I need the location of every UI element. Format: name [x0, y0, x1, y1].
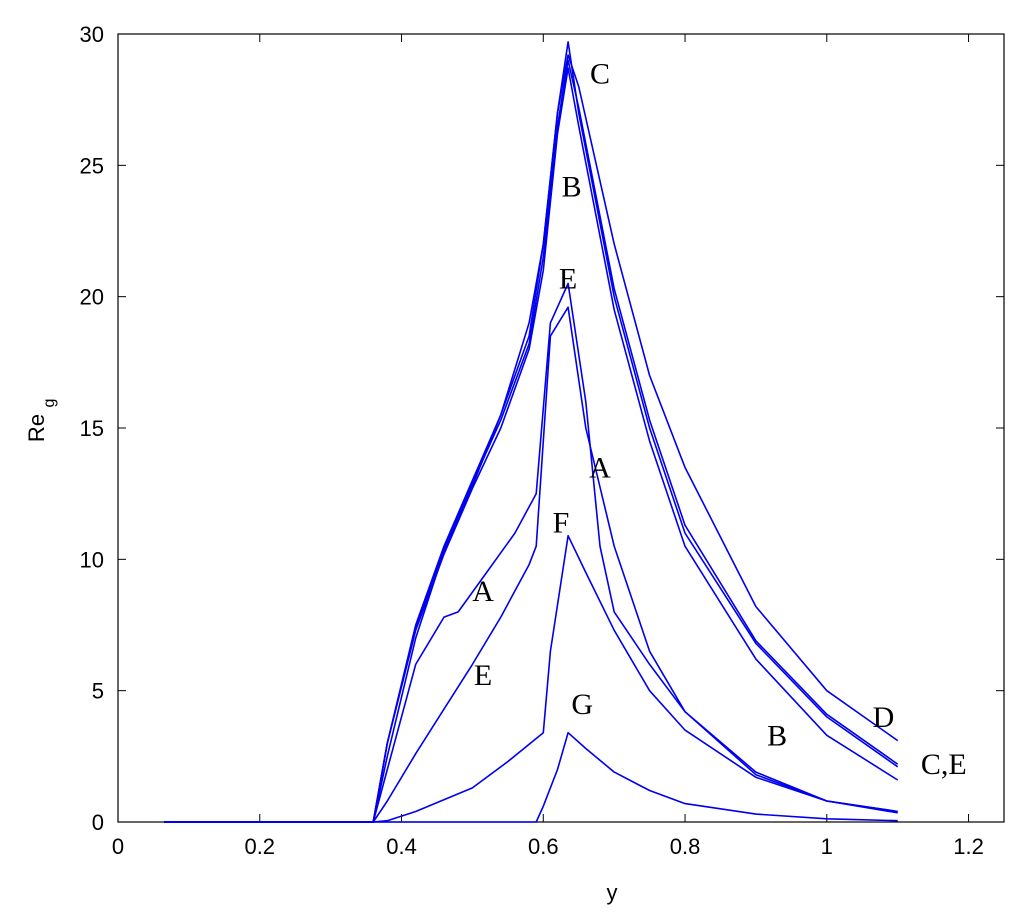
series-line-3 [164, 54, 899, 823]
y-tick-label: 0 [92, 810, 104, 835]
y-axis-subscript: g [41, 399, 58, 408]
y-tick-label: 5 [92, 679, 104, 704]
x-tick-label: 1.2 [953, 834, 984, 859]
curve-label: C [590, 57, 610, 90]
curve-label: G [571, 688, 593, 721]
curve-label: B [562, 170, 582, 203]
y-axis-title-group: Re [24, 414, 49, 442]
series-line-7 [164, 534, 898, 823]
curve-label: F [553, 507, 570, 540]
y-axis-subscript-group: g [41, 399, 58, 408]
curve-label: E [474, 659, 492, 692]
series-line-6 [164, 282, 898, 823]
y-tick-label: 30 [80, 22, 104, 47]
axis-ticks: 0 0.2 0.4 0.6 0.8 1 1.2 0 5 10 15 20 25 30 [80, 22, 1004, 859]
curve-label: C,E [921, 748, 967, 781]
curve-label: D [873, 701, 895, 734]
x-tick-label: 0.2 [244, 834, 275, 859]
y-tick-label: 20 [80, 285, 104, 310]
x-tick-label: 0.4 [386, 834, 417, 859]
x-axis-title: y [607, 880, 618, 905]
curve-label: A [472, 575, 494, 608]
y-tick-label: 10 [80, 547, 104, 572]
curve-label: A [589, 451, 611, 484]
y-axis-title: Re [24, 414, 49, 442]
x-tick-label: 1 [821, 834, 833, 859]
series-layer [164, 41, 899, 823]
x-tick-label: 0.8 [670, 834, 701, 859]
plot-frame [117, 33, 1005, 823]
x-tick-label: 0.6 [528, 834, 559, 859]
curve-label: B [767, 719, 787, 752]
y-tick-label: 15 [80, 416, 104, 441]
y-tick-label: 25 [80, 153, 104, 178]
series-line-8 [164, 731, 898, 823]
curve-label: E [559, 262, 577, 295]
series-line-5 [164, 306, 898, 823]
series-line-2 [164, 67, 899, 823]
series-line-1 [164, 41, 899, 823]
series-line-4 [164, 59, 899, 823]
x-tick-label: 0 [112, 834, 124, 859]
